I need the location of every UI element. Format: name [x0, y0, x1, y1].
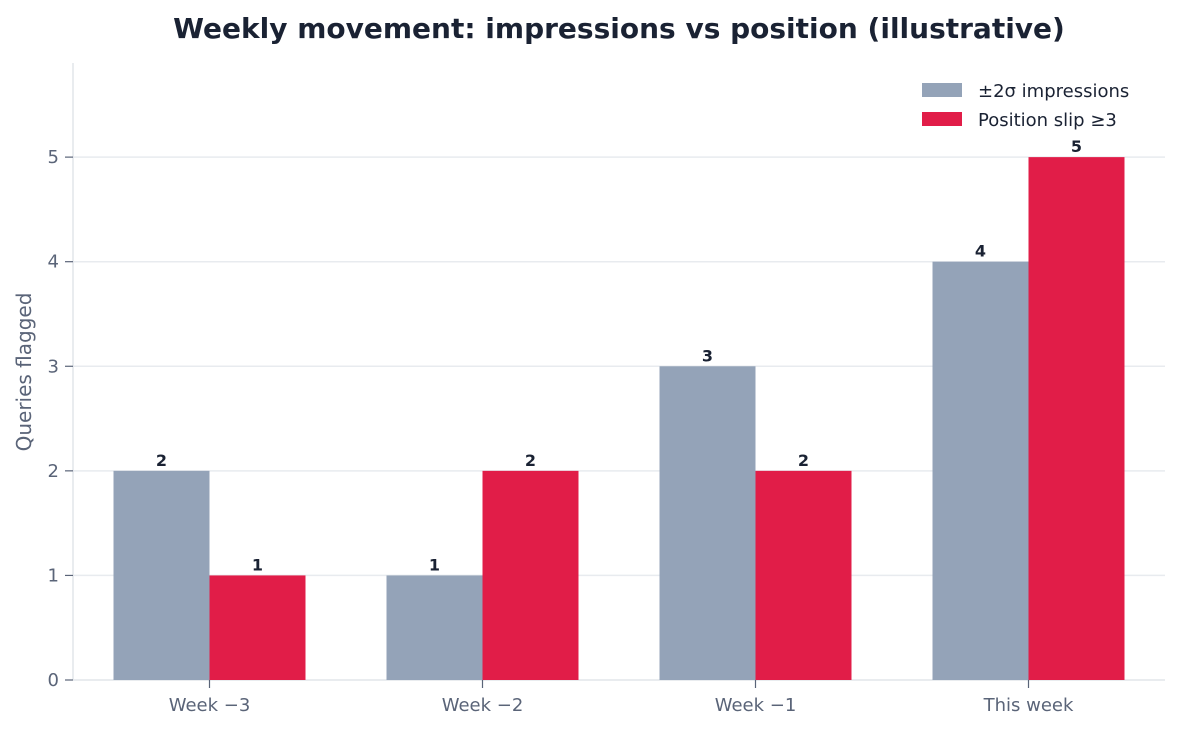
bar-position-slip	[209, 575, 306, 680]
y-tick-label: 4	[48, 252, 59, 273]
legend: ±2σ impressions Position slip ≥3	[922, 81, 1129, 131]
data-label: 5	[1071, 137, 1082, 156]
x-tick-label: Week −1	[715, 695, 797, 716]
legend-label-impressions: ±2σ impressions	[978, 81, 1129, 102]
y-tick-label: 3	[48, 356, 59, 377]
x-tick-labels: Week −3 Week −2 Week −1 This week	[169, 680, 1074, 716]
bars	[113, 157, 1125, 680]
x-tick-label: This week	[983, 695, 1074, 716]
chart-title: Weekly movement: impressions vs position…	[173, 12, 1065, 45]
data-label: 4	[975, 242, 986, 261]
legend-swatch-impressions	[922, 83, 962, 97]
data-labels: 2 1 1 2 3 2 4 5	[156, 137, 1082, 574]
legend-label-position-slip: Position slip ≥3	[978, 110, 1117, 131]
y-tick-label: 5	[48, 147, 59, 168]
legend-swatch-position-slip	[922, 112, 962, 126]
y-tick-label: 2	[48, 461, 59, 482]
x-tick-label: Week −2	[442, 695, 524, 716]
bar-position-slip	[1028, 157, 1125, 680]
bar-position-slip	[482, 470, 579, 680]
bar-impressions	[386, 575, 483, 680]
y-tick-label: 1	[48, 565, 59, 586]
y-tick-label: 0	[48, 670, 59, 691]
bar-impressions	[659, 366, 756, 680]
x-tick-label: Week −3	[169, 695, 251, 716]
data-label: 2	[156, 451, 167, 470]
y-axis-label: Queries flagged	[12, 293, 36, 452]
data-label: 1	[429, 555, 440, 574]
data-label: 1	[252, 555, 263, 574]
y-tick-labels: 0 1 2 3 4 5	[48, 147, 73, 691]
bar-impressions	[113, 470, 210, 680]
bar-impressions	[932, 261, 1029, 680]
bar-position-slip	[755, 470, 852, 680]
data-label: 2	[525, 451, 536, 470]
data-label: 3	[702, 346, 713, 365]
data-label: 2	[798, 451, 809, 470]
